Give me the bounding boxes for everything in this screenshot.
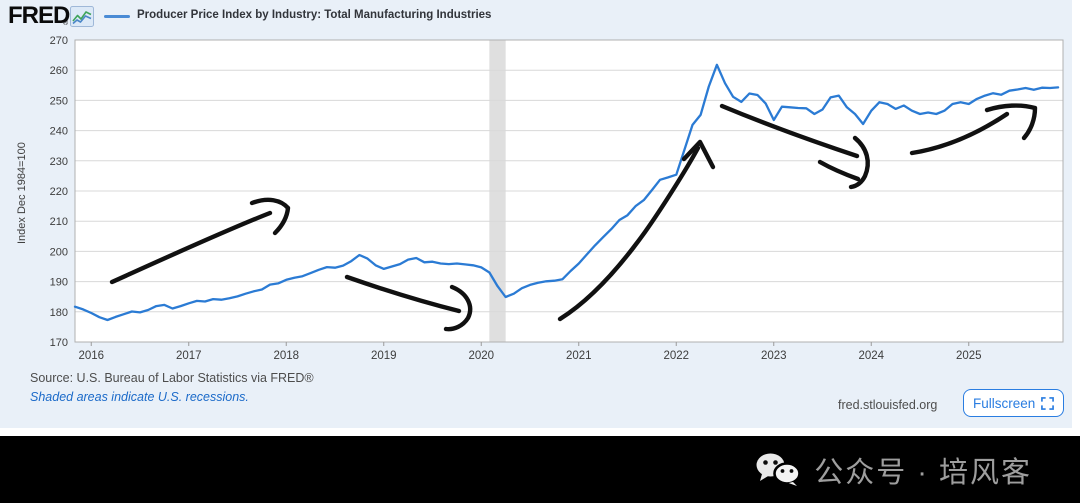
y-tick-label-180: 180	[50, 307, 68, 319]
source-text: Source: U.S. Bureau of Labor Statistics …	[30, 371, 314, 385]
y-tick-label-250: 250	[50, 95, 68, 107]
annotation-arrow-rise-2016-2018	[249, 197, 291, 236]
series-legend-marker	[104, 15, 130, 18]
annotation-arrow-rise-2016-2018	[109, 210, 273, 285]
y-axis-title: Index Dec 1984=100	[16, 142, 28, 244]
y-tick-label-230: 230	[50, 156, 68, 168]
x-tick-label-2021: 2021	[566, 350, 592, 362]
y-tick-label-210: 210	[50, 216, 68, 228]
wechat-icon	[756, 453, 802, 486]
y-tick-label-220: 220	[50, 186, 68, 198]
y-tick-label-200: 200	[50, 246, 68, 258]
y-tick-label-260: 260	[50, 65, 68, 77]
watermark-bar: 公众号 · 培风客	[0, 436, 1080, 503]
x-tick-label-2022: 2022	[663, 350, 689, 362]
y-tick-label-190: 190	[50, 277, 68, 289]
annotation-arrow-decline-2018-2019	[443, 284, 473, 332]
x-tick-label-2016: 2016	[78, 350, 104, 362]
fullscreen-button[interactable]: Fullscreen	[963, 389, 1065, 417]
recession-band	[489, 40, 506, 342]
fred-logo: FRED	[8, 2, 70, 29]
annotation-arrow-decline-2022-2024	[719, 103, 860, 159]
y-tick-label-270: 270	[50, 35, 68, 47]
fullscreen-label: Fullscreen	[973, 395, 1036, 411]
annotation-arrow-surge-2020-2022	[681, 139, 716, 170]
chart-title: Producer Price Index by Industry: Total …	[137, 9, 492, 21]
fred-chart-card: 170 180 190 200 210 220 230 240 250 260 270 2016 201…	[0, 0, 1072, 428]
x-tick-label-2017: 2017	[176, 350, 202, 362]
annotation-arrow-rise-2024-2025	[909, 111, 1010, 156]
annotation-arrow-decline-2022-2024	[848, 135, 870, 190]
x-tick-label-2023: 2023	[761, 350, 787, 362]
y-tick-label-240: 240	[50, 126, 68, 138]
annotation-arrow-surge-2020-2022	[557, 145, 701, 322]
annotation-arrow-decline-2018-2019	[344, 274, 462, 314]
x-tick-label-2018: 2018	[273, 350, 299, 362]
x-tick-label-2020: 2020	[468, 350, 494, 362]
plot-border	[74, 39, 1064, 343]
x-tick-label-2019: 2019	[371, 350, 397, 362]
x-tick-label-2025: 2025	[956, 350, 982, 362]
watermark-text: 公众号 · 培风客	[814, 456, 1032, 489]
fred-logo-chart-icon	[70, 6, 94, 27]
x-tick-label-2024: 2024	[858, 350, 884, 362]
annotation-arrow-rise-2024-2025	[984, 103, 1038, 141]
recession-note-link[interactable]: Shaded areas indicate U.S. recessions.	[30, 390, 249, 404]
annotation-arrow-decline-2022-2024	[817, 159, 861, 182]
data-line	[73, 63, 1060, 322]
fullscreen-icon	[1041, 396, 1055, 410]
y-tick-label-170: 170	[50, 337, 68, 349]
fred-logo-registered-mark: ®	[63, 20, 69, 27]
ppi-line-chart: 170 180 190 200 210 220 230 240 250 260 270 2016 201…	[50, 35, 1064, 362]
site-url: fred.stlouisfed.org	[838, 398, 938, 412]
